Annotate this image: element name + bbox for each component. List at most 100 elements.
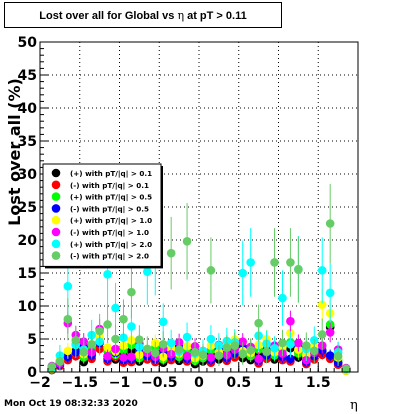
legend-label: (-) with pT/|q| > 0.1 — [70, 181, 149, 191]
data-point — [190, 347, 200, 357]
data-point — [286, 258, 295, 267]
data-point — [317, 266, 327, 275]
data-point — [278, 338, 287, 348]
x-tick-label: −1 — [109, 375, 130, 391]
data-point — [103, 320, 112, 329]
data-point — [103, 351, 112, 361]
data-point — [246, 345, 255, 355]
data-point — [294, 338, 303, 348]
legend-label: (-) with pT/|q| > 0.5 — [70, 204, 149, 214]
data-point — [55, 357, 65, 366]
data-point — [262, 347, 271, 356]
y-tick-label: 50 — [18, 35, 38, 51]
data-point — [341, 364, 351, 374]
legend-marker — [51, 251, 61, 260]
x-tick-label: 1.5 — [306, 375, 331, 391]
data-point — [182, 351, 192, 361]
series-8 — [47, 183, 351, 374]
data-point — [174, 345, 184, 354]
chart-title: Lost over all for Global vs η at pT > 0.… — [4, 2, 282, 28]
data-point — [325, 351, 335, 360]
legend-label: (-) with pT/|q| > 1.0 — [70, 228, 149, 238]
y-tick-label: 20 — [18, 233, 38, 249]
y-tick-label: 30 — [18, 167, 38, 183]
data-point — [111, 334, 120, 344]
data-point — [222, 343, 232, 352]
legend-label: (-) with pT/|q| > 2.0 — [70, 252, 149, 262]
data-point — [206, 266, 216, 275]
data-point — [63, 346, 73, 356]
data-point — [143, 267, 152, 276]
data-point — [238, 337, 248, 346]
data-point — [127, 352, 136, 362]
legend-label: (+) with pT/|q| > 2.0 — [70, 240, 152, 250]
data-point — [206, 353, 216, 362]
data-point — [317, 330, 327, 339]
y-tick-label: 25 — [18, 200, 37, 216]
data-layer — [47, 183, 351, 375]
data-point — [63, 314, 73, 324]
data-point — [135, 335, 144, 344]
data-point — [238, 349, 248, 358]
data-point — [103, 270, 112, 279]
chart-title-suffix: at pT > 0.11 — [187, 10, 247, 22]
data-point — [270, 258, 279, 267]
legend-marker — [51, 239, 61, 249]
data-point — [270, 343, 279, 353]
data-point — [119, 314, 128, 324]
legend-marker — [51, 180, 61, 190]
data-point — [79, 347, 89, 357]
data-point — [230, 341, 240, 350]
data-point — [206, 334, 216, 344]
data-point — [103, 343, 112, 352]
data-point — [302, 341, 311, 350]
data-point — [150, 348, 160, 358]
timestamp: Mon Oct 19 08:32:33 2020 — [4, 399, 138, 409]
y-tick-label: 45 — [18, 68, 37, 84]
data-point — [317, 300, 327, 309]
x-axis-unit: η — [350, 398, 358, 413]
data-point — [246, 258, 255, 267]
data-point — [127, 322, 136, 331]
data-point — [95, 326, 104, 336]
legend-label: (+) with pT/|q| > 0.5 — [70, 193, 152, 203]
data-point — [198, 350, 208, 360]
y-tick-label: 40 — [18, 101, 38, 117]
x-tick-label: 1 — [274, 375, 284, 391]
data-point — [325, 328, 335, 337]
data-point — [119, 353, 128, 362]
x-tick-label: −1.5 — [61, 375, 98, 391]
y-tick-label: 5 — [27, 332, 37, 348]
axes: −2 −1.5 −1 −0.5 0 0.5 1 1.5 0 5 10 15 20 25 30 35 40 45 50 — [18, 35, 359, 391]
data-point — [87, 339, 96, 349]
data-point — [286, 316, 295, 326]
data-point — [325, 288, 335, 298]
data-point — [158, 317, 168, 327]
data-point — [309, 346, 319, 356]
data-point — [286, 354, 295, 364]
legend-label: (+) with pT/|q| > 0.1 — [70, 169, 152, 179]
y-axis-label: Lost over all (%) — [5, 78, 24, 226]
data-point — [111, 303, 120, 313]
data-point — [333, 351, 343, 361]
legend-marker — [51, 192, 61, 201]
data-point — [71, 336, 81, 345]
legend-label: (+) with pT/|q| > 1.0 — [70, 216, 152, 226]
data-point — [182, 237, 192, 246]
data-point — [254, 318, 263, 328]
chart-title-eta-symbol: η — [177, 9, 185, 22]
legend-marker — [51, 204, 61, 213]
data-point — [166, 338, 176, 348]
legend-marker — [51, 168, 61, 178]
chart-title-prefix: Lost over all for Global vs — [39, 10, 175, 22]
legend: (+) with pT/|q| > 0.1 (-) with pT/|q| > 0… — [42, 163, 163, 269]
legend-box — [42, 163, 162, 267]
data-point — [278, 293, 287, 303]
x-tick-label: 0.5 — [226, 375, 251, 391]
x-tick-label: −2 — [29, 375, 50, 391]
data-point — [254, 354, 263, 364]
data-point — [238, 268, 248, 278]
data-point — [158, 339, 168, 349]
data-point — [286, 339, 295, 349]
